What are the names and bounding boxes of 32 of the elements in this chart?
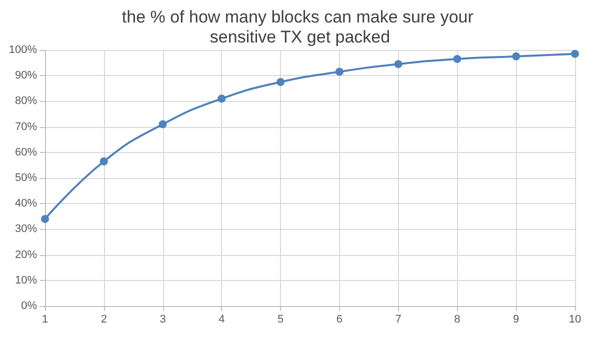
chart-title: the % of how many blocks can make sure your sensitive TX get packed	[122, 8, 478, 46]
point	[41, 214, 49, 223]
y-tick-label: 60%	[14, 146, 38, 158]
y-tick-label: 70%	[14, 120, 38, 133]
point	[158, 120, 167, 128]
x-tick-label: 5	[277, 314, 284, 326]
x-tick-label: 10	[568, 314, 582, 326]
point	[453, 54, 462, 63]
y-tick-label: 40%	[14, 198, 38, 210]
point	[100, 157, 108, 166]
y-tick-label: 90%	[14, 70, 38, 82]
y-tick-label: 100%	[8, 44, 38, 56]
x-tick-label: 7	[395, 314, 402, 326]
x-tick-label: 2	[100, 314, 107, 326]
point	[394, 60, 402, 68]
point	[218, 94, 226, 103]
point	[512, 52, 520, 60]
point	[571, 50, 579, 58]
y-tick-label: 30%	[14, 223, 38, 236]
x-tick-label: 3	[160, 314, 166, 326]
y-tick-label: 20%	[14, 248, 38, 261]
x-tick-label: 8	[454, 314, 460, 326]
y-tick-label: 10%	[14, 274, 38, 286]
x-tick-label: 6	[336, 314, 343, 326]
point	[335, 68, 344, 76]
x-tick-label: 1	[42, 314, 48, 326]
x-tick-label: 9	[513, 314, 520, 326]
y-tick-label: 80%	[14, 95, 38, 108]
y-tick-label: 0%	[21, 300, 38, 312]
y-tick-label: 50%	[14, 172, 38, 184]
point	[276, 78, 285, 86]
x-tick-label: 4	[218, 314, 225, 326]
